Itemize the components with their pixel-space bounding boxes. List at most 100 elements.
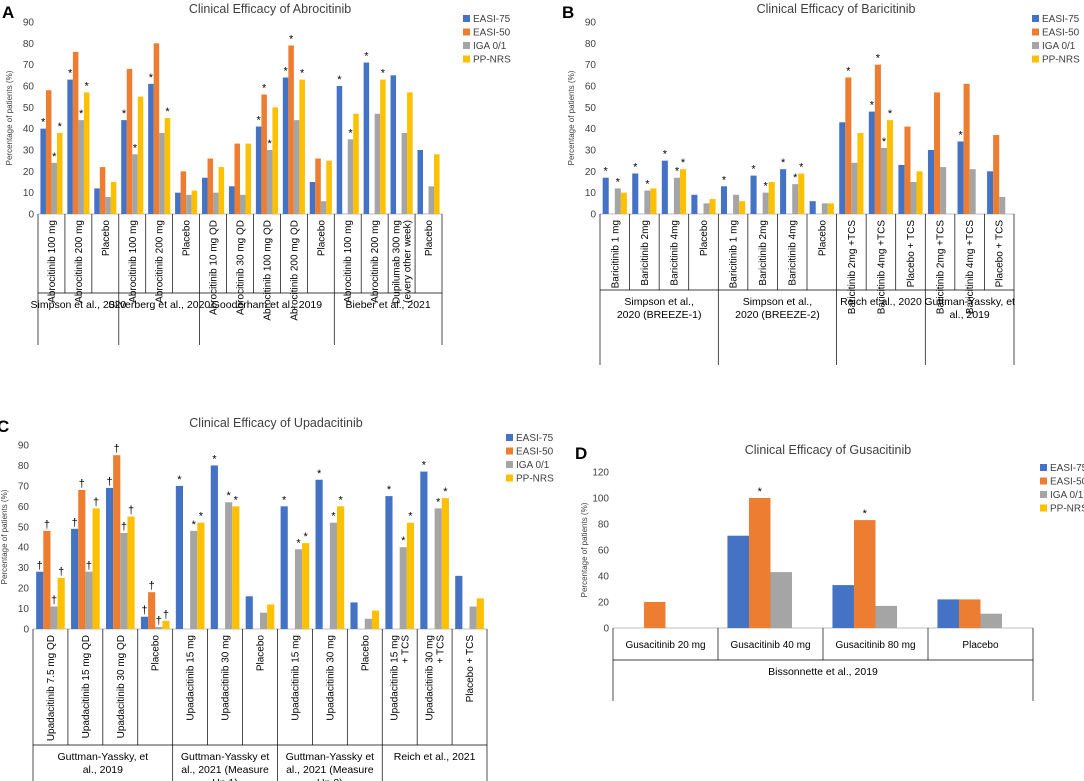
significance-marker: * <box>604 166 609 178</box>
legend-swatch <box>463 28 470 36</box>
legend-swatch <box>1040 464 1047 471</box>
significance-marker: * <box>282 494 287 506</box>
panel-label: D <box>575 444 587 463</box>
category-label: Abrocitinib 30 mg QD <box>236 220 247 315</box>
legend-label: PP-NRS <box>473 55 511 66</box>
y-tick-label: 30 <box>18 563 30 574</box>
y-tick-label: 60 <box>585 82 597 93</box>
category-label: Upadacitinib 7.5 mg QD <box>46 635 57 741</box>
y-tick-label: 50 <box>585 103 597 114</box>
chart-panel-c: C Clinical Efficacy of Upadacitinib 0 10 20 3… <box>0 416 554 781</box>
bar-easi-50 <box>904 126 911 214</box>
category-label: Upadacitinib 15 mg <box>186 635 197 721</box>
bar-iga-0-1 <box>320 201 327 214</box>
bar-easi-75 <box>957 141 964 214</box>
significance-marker: † <box>86 560 92 572</box>
significance-marker: * <box>387 484 392 496</box>
category-label: Upadacitinib 15 mg QD <box>81 635 92 738</box>
category-label: Placebo <box>699 220 710 257</box>
bar-easi-50 <box>207 158 214 214</box>
significance-marker: † <box>58 566 64 578</box>
significance-marker: † <box>114 443 120 455</box>
category-label: Baricitinib 2mg <box>758 220 769 286</box>
bar-iga-0-1 <box>50 606 58 629</box>
significance-marker: * <box>846 65 851 77</box>
category-label: Baricitinib 4mg <box>788 220 799 286</box>
chart-panel-a: A Clinical Efficacy of Abrocitinib 0 10 20 30… <box>2 2 511 345</box>
significance-marker: * <box>296 537 301 549</box>
bar-iga-0-1 <box>880 147 887 214</box>
bar-iga-0-1 <box>293 120 300 214</box>
bar-easi-75 <box>336 86 343 214</box>
bar-easi-75 <box>720 186 728 214</box>
bar-iga-0-1 <box>120 532 128 629</box>
bar-iga-0-1 <box>733 194 740 214</box>
bar-easi-75 <box>140 616 149 629</box>
bar-iga-0-1 <box>614 188 621 214</box>
category-label: Abrocitinib 200 mg <box>370 220 381 303</box>
bar-easi-50 <box>99 167 106 214</box>
y-axis-title: Percentage of patients (%) <box>567 70 576 165</box>
legend-label: EASI-75 <box>1042 14 1080 25</box>
y-tick-label: 80 <box>598 520 610 531</box>
y-axis-title: Percentage of patients (%) <box>5 70 14 165</box>
legend-label: IGA 0/1 <box>516 460 550 471</box>
bar-easi-50 <box>643 602 666 628</box>
significance-marker: † <box>37 560 43 572</box>
y-tick-label: 70 <box>18 481 30 492</box>
bar-easi-75 <box>245 596 253 629</box>
bar-easi-75 <box>898 164 905 214</box>
significance-marker: * <box>257 115 262 127</box>
significance-marker: * <box>348 127 353 139</box>
bar-iga-0-1 <box>673 177 680 214</box>
group-label: Reich et al., 2021 <box>394 751 476 763</box>
significance-marker: * <box>751 164 756 176</box>
bar-easi-75 <box>832 585 854 628</box>
bar-iga-0-1 <box>159 132 165 214</box>
bar-iga-0-1 <box>374 113 381 214</box>
bar-easi-75 <box>280 506 288 629</box>
significance-marker: * <box>663 149 668 161</box>
significance-marker: * <box>338 494 343 506</box>
y-tick-label: 50 <box>23 103 35 114</box>
bar-pp-nrs <box>709 199 716 214</box>
bar-iga-0-1 <box>225 502 233 629</box>
significance-marker: * <box>364 51 369 63</box>
bar-easi-75 <box>661 160 668 214</box>
y-tick-label: 10 <box>585 188 597 199</box>
significance-marker: * <box>283 65 288 77</box>
bar-easi-75 <box>71 528 79 629</box>
bar-iga-0-1 <box>266 150 273 214</box>
category-label: Abrocitinib 200 mg QD <box>289 220 300 321</box>
bar-pp-nrs <box>857 132 864 214</box>
bar-iga-0-1 <box>155 626 163 629</box>
bar-iga-0-1 <box>105 196 111 214</box>
bar-easi-75 <box>780 169 787 214</box>
bar-pp-nrs <box>886 120 894 214</box>
bar-easi-75 <box>987 171 994 214</box>
category-label: Placebo + TCS <box>906 220 917 288</box>
bar-iga-0-1 <box>999 196 1006 214</box>
bar-pp-nrs <box>353 113 359 214</box>
category-label: Abrocitinib 100 mg QD <box>262 220 273 321</box>
significance-marker: * <box>68 68 73 80</box>
category-label: Placebo <box>316 220 327 257</box>
significance-marker: * <box>401 535 406 547</box>
bar-iga-0-1 <box>260 612 268 629</box>
significance-marker: † <box>51 595 57 607</box>
significance-marker: * <box>85 80 90 92</box>
bar-iga-0-1 <box>762 192 769 214</box>
category-label: Placebo + TCS <box>995 220 1006 288</box>
y-axis-title: Percentage of patients (%) <box>0 489 9 584</box>
bar-easi-50 <box>43 530 51 629</box>
category-label: Placebo <box>182 220 193 257</box>
legend-label: PP-NRS <box>516 474 554 485</box>
bar-pp-nrs <box>83 92 90 214</box>
bar-easi-75 <box>417 150 424 214</box>
y-axis-title: Percentage of patients (%) <box>580 502 589 597</box>
category-label: Placebo <box>424 220 435 257</box>
category-label: Abrocitinib 200 mg <box>74 220 85 303</box>
legend-label: IGA 0/1 <box>473 41 507 52</box>
